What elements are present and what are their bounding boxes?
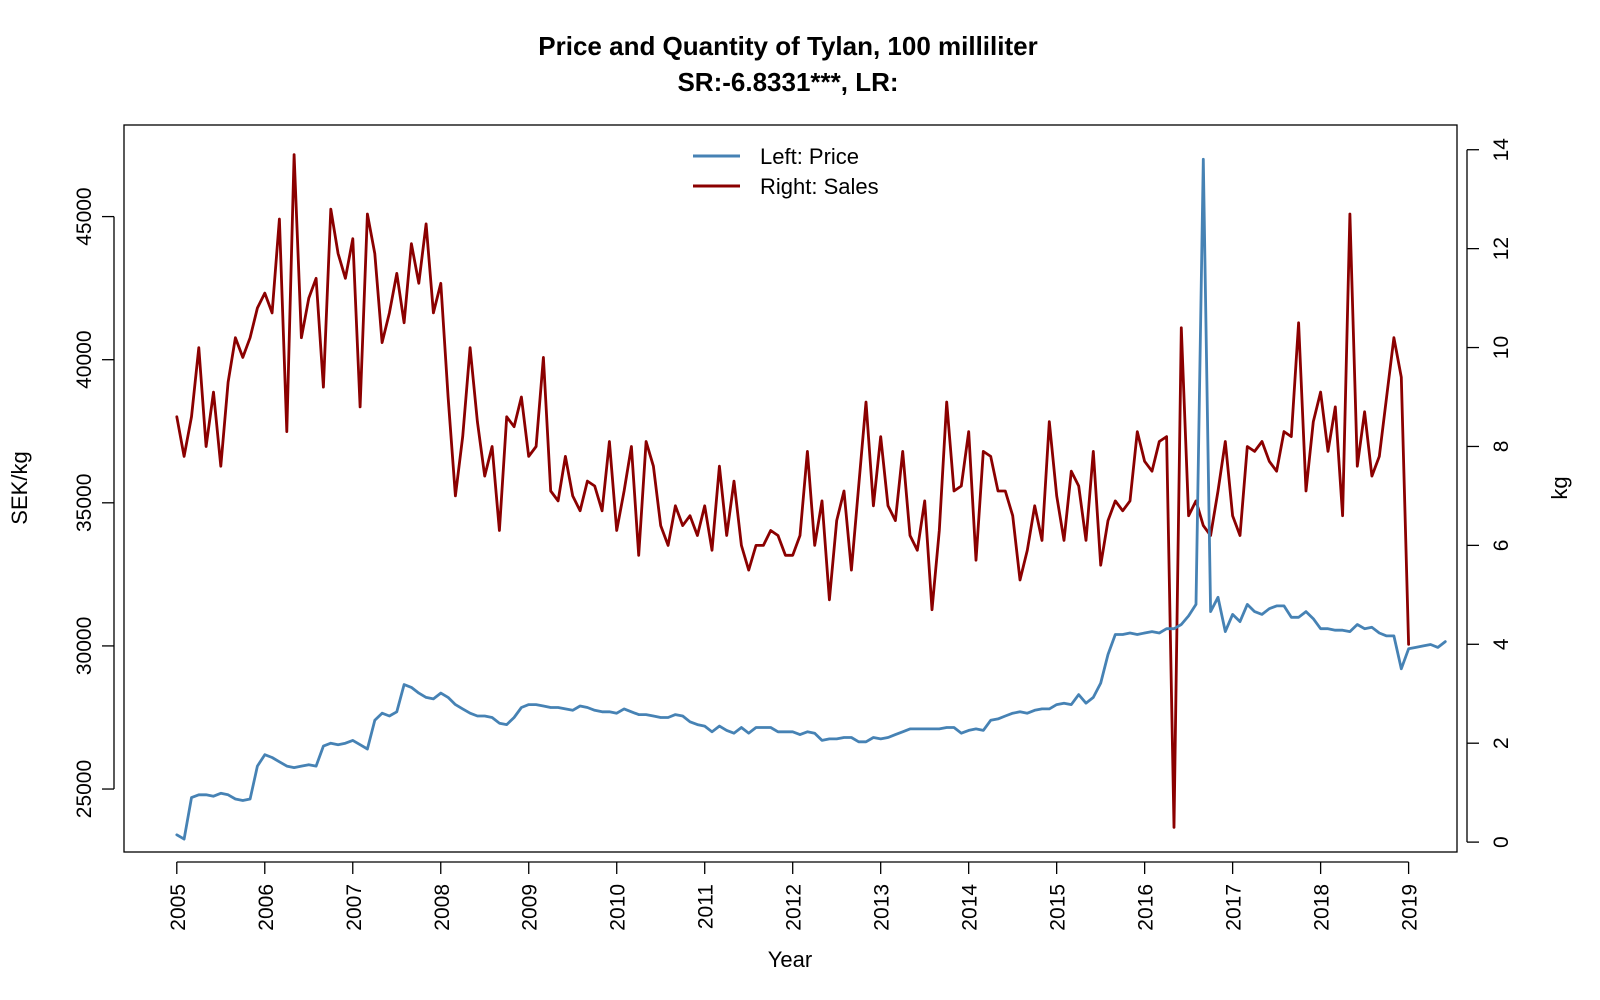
series-layer [175, 153, 1447, 841]
chart-subtitle: SR:-6.8331***, LR: [677, 67, 898, 97]
x-tick-label: 2010 [607, 884, 630, 931]
legend-label-sales: Right: Sales [760, 174, 879, 199]
x-tick-label: 2019 [1399, 884, 1422, 931]
y-left-tick-label: 35000 [73, 474, 96, 532]
x-tick-label: 2005 [167, 884, 190, 931]
series-line-sales [175, 153, 1410, 829]
x-tick-label: 2007 [343, 884, 366, 931]
y-right-tick-label: 8 [1490, 441, 1513, 453]
y-left-axis: 25000 30000 35000 40000 45000 [73, 187, 115, 818]
x-tick-label: 2016 [1135, 884, 1158, 931]
y-right-tick-label: 14 [1490, 138, 1513, 162]
y-left-tick-label: 25000 [73, 760, 96, 818]
y-right-axis-label: kg [1547, 476, 1572, 499]
y-right-tick-label: 12 [1490, 237, 1513, 260]
x-axis: 2005 2006 2007 2008 2009 2010 2011 2012 2013 2014… [167, 861, 1422, 931]
legend-label-price: Left: Price [760, 144, 859, 169]
x-tick-label: 2011 [695, 884, 718, 929]
y-right-tick-label: 6 [1490, 540, 1513, 552]
x-axis-label: Year [768, 947, 812, 972]
y-left-axis-label: SEK/kg [7, 451, 32, 524]
y-right-tick-label: 4 [1490, 638, 1513, 650]
x-tick-label: 2015 [1047, 884, 1070, 931]
y-left-tick-label: 45000 [73, 187, 96, 245]
x-tick-label: 2013 [871, 884, 894, 931]
plot-frame [123, 124, 1458, 853]
x-tick-label: 2008 [431, 884, 454, 931]
y-right-tick-label: 0 [1490, 836, 1513, 848]
x-tick-label: 2012 [783, 884, 806, 931]
x-tick-label: 2017 [1223, 884, 1246, 931]
x-tick-label: 2018 [1311, 884, 1334, 931]
y-left-tick-label: 30000 [73, 617, 96, 675]
legend: Left: Price Right: Sales [693, 144, 879, 199]
y-right-tick-label: 10 [1490, 336, 1513, 359]
y-right-tick-label: 2 [1490, 737, 1513, 749]
y-left-tick-label: 40000 [73, 330, 96, 388]
chart-title: Price and Quantity of Tylan, 100 millili… [538, 31, 1037, 61]
x-tick-label: 2009 [519, 884, 542, 931]
x-tick-label: 2006 [255, 884, 278, 931]
y-right-axis: 0 2 4 6 8 10 12 14 [1466, 138, 1513, 848]
series-line-price [175, 157, 1447, 841]
x-tick-label: 2014 [959, 884, 982, 931]
